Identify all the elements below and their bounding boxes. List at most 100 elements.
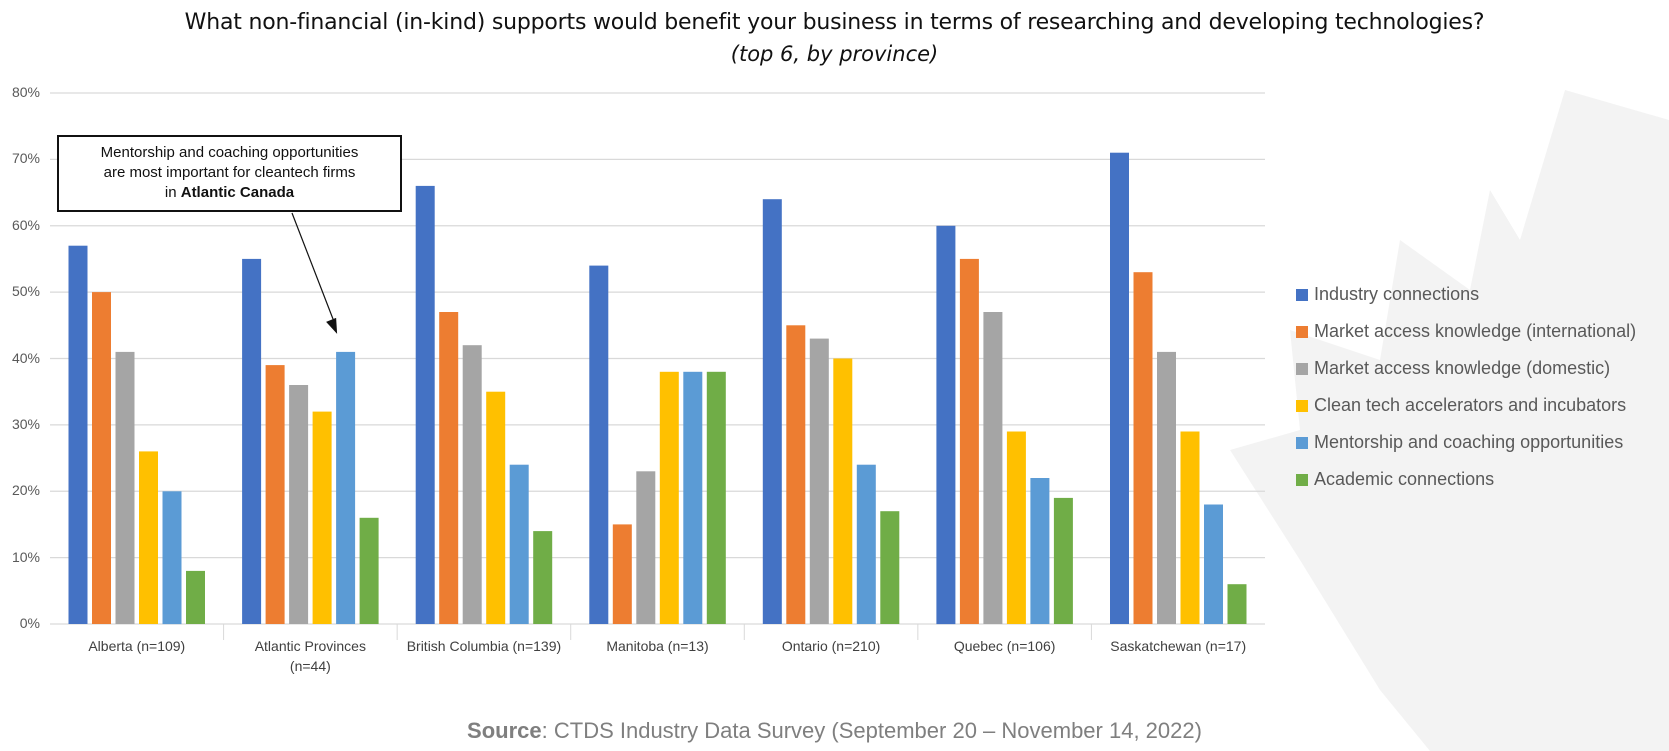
annotation-arrow [291, 212, 335, 323]
bar [162, 491, 182, 625]
y-tick-label: 40% [11, 349, 40, 366]
bar [762, 199, 782, 624]
chart-subtitle: (top 6, by province) [730, 42, 939, 66]
bar [683, 371, 703, 624]
bar [1110, 152, 1129, 624]
bar [936, 225, 956, 625]
y-tick-label: 0% [19, 615, 40, 631]
annotation-line-2: are most important for cleantech firms [103, 164, 356, 181]
bar [786, 325, 806, 624]
bar [659, 371, 679, 624]
legend-label: Market access knowledge (international) [1314, 321, 1637, 341]
legend-item: Market access knowledge (international) [1296, 313, 1636, 350]
x-tick-label: Ontario (n=210) [746, 636, 916, 656]
bar [1180, 431, 1200, 624]
x-tick-label: Manitoba (n=13) [573, 636, 743, 656]
bar [139, 451, 158, 624]
annotation-prefix: in [164, 184, 181, 201]
bar [833, 358, 853, 624]
bar [1006, 431, 1026, 624]
y-tick-label: 50% [11, 283, 40, 300]
legend-label: Industry connections [1314, 284, 1480, 304]
bar [880, 511, 900, 624]
legend-swatch-icon [1296, 325, 1308, 338]
bar [533, 531, 553, 624]
bar [265, 365, 285, 624]
x-tick-label: Alberta (n=109) [52, 636, 222, 656]
x-tick-label: British Columbia (n=139) [399, 636, 569, 656]
x-tick-label-line1: Quebec (n=106) [953, 638, 1056, 654]
bar [1030, 478, 1050, 624]
x-tick-label: Atlantic Provinces (n=44) [225, 636, 395, 676]
x-tick-label-line1: Ontario (n=210) [781, 638, 881, 654]
legend-item: Mentorship and coaching opportunities [1296, 424, 1636, 461]
bar [636, 471, 656, 624]
legend-swatch-icon [1296, 288, 1308, 301]
chart-title: What non-financial (in-kind) supports wo… [184, 10, 1485, 35]
source-text: : CTDS Industry Data Survey (September 2… [541, 718, 1202, 743]
legend-label: Mentorship and coaching opportunities [1314, 432, 1624, 452]
legend-item: Academic connections [1296, 461, 1636, 498]
bar [856, 464, 876, 624]
bar [983, 312, 1003, 624]
x-tick-label-line1: British Columbia (n=139) [406, 638, 562, 654]
legend-swatch-icon [1296, 362, 1308, 375]
annotation-bold: Atlantic Canada [180, 184, 295, 201]
x-tick-label-line1: Manitoba (n=13) [606, 638, 709, 654]
y-tick-label: 80% [11, 84, 40, 100]
legend-swatch-icon [1296, 436, 1308, 449]
bar [589, 265, 609, 624]
bar [289, 385, 309, 624]
bar [359, 517, 379, 624]
legend-label: Clean tech accelerators and incubators [1314, 395, 1627, 415]
x-tick-label-line2: (n=44) [289, 658, 331, 674]
y-tick-label: 30% [11, 415, 40, 432]
y-tick-label: 20% [11, 482, 40, 499]
bar [439, 312, 459, 624]
x-tick-label: Saskatchewan (n=17) [1093, 636, 1263, 656]
bar [1053, 497, 1073, 624]
bar [242, 258, 262, 624]
bar [336, 351, 356, 624]
bar [809, 338, 829, 624]
x-tick-label-line1: Saskatchewan (n=17) [1110, 638, 1247, 654]
bar [68, 245, 88, 624]
bar [612, 524, 632, 624]
bar [1204, 504, 1223, 624]
bar [415, 185, 435, 624]
annotation-line-1: Mentorship and coaching opportunities [100, 144, 359, 161]
bar [92, 292, 111, 624]
legend-label: Academic connections [1314, 469, 1495, 489]
y-tick-label: 10% [11, 548, 40, 565]
annotation-line-3: in Atlantic Canada [59, 183, 400, 203]
bar [509, 464, 529, 624]
annotation-callout: Mentorship and coaching opportunities ar… [57, 135, 402, 212]
bar [959, 258, 979, 624]
source-note: Source: CTDS Industry Data Survey (Septe… [0, 718, 1669, 744]
y-tick-label: 70% [11, 150, 40, 167]
source-label: Source [467, 718, 542, 743]
annotation-arrowhead [326, 317, 338, 334]
bar [462, 345, 482, 624]
bar [312, 411, 332, 624]
bar [706, 371, 726, 624]
legend-label: Market access knowledge (domestic) [1314, 358, 1611, 378]
x-tick-label: Quebec (n=106) [920, 636, 1090, 656]
x-tick-label-line1: Alberta (n=109) [88, 638, 186, 654]
chart-legend: Industry connections Market access knowle… [1296, 276, 1636, 498]
bar [1157, 351, 1176, 624]
legend-item: Industry connections [1296, 276, 1636, 313]
legend-item: Market access knowledge (domestic) [1296, 350, 1636, 387]
bar [186, 570, 205, 624]
x-tick-label-line1: Atlantic Provinces [254, 638, 366, 654]
y-tick-label: 60% [11, 216, 40, 233]
legend-swatch-icon [1296, 399, 1308, 412]
bar [115, 351, 135, 624]
bar [1133, 272, 1153, 624]
legend-swatch-icon [1296, 473, 1308, 486]
bar [1227, 584, 1247, 624]
legend-item: Clean tech accelerators and incubators [1296, 387, 1636, 424]
bar [486, 391, 506, 624]
